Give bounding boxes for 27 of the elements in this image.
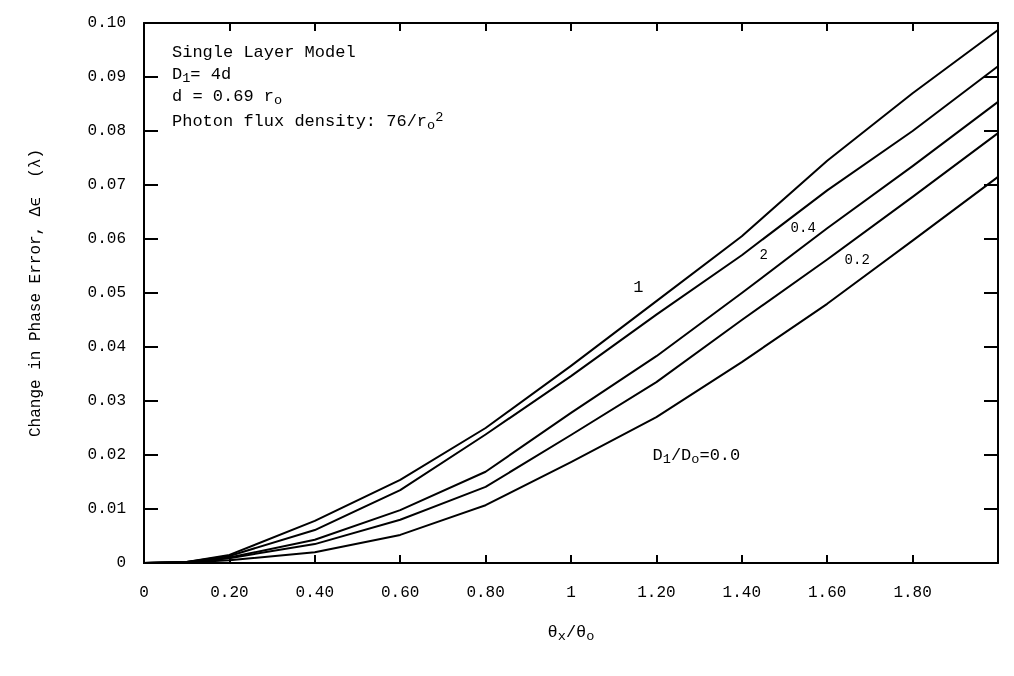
y-tick-label: 0.04	[87, 338, 126, 356]
y-tick-label: 0.08	[87, 122, 126, 140]
x-tick-label: 1.60	[808, 584, 847, 602]
series-label: 0.2	[844, 251, 870, 268]
y-tick-label: 0.07	[87, 176, 126, 194]
y-tick-label: 0.03	[87, 392, 126, 410]
y-tick-label: 0.05	[87, 284, 126, 302]
series-label: 1	[633, 277, 644, 297]
x-tick-label: 0	[139, 584, 149, 602]
x-tick-label: 0.60	[381, 584, 420, 602]
y-axis-title: Change in Phase Error, Δϵ (λ)	[27, 148, 45, 438]
series-label: 0.4	[790, 220, 816, 237]
x-tick-label: 1.80	[893, 584, 932, 602]
x-tick-label: 0.40	[295, 584, 334, 602]
x-tick-label: 1.40	[722, 584, 761, 602]
y-tick-label: 0.09	[87, 68, 126, 86]
y-tick-label: 0	[116, 554, 126, 572]
y-tick-label: 0.01	[87, 500, 126, 518]
y-tick-label: 0.06	[87, 230, 126, 248]
y-tick-label: 0.02	[87, 446, 126, 464]
annotation: Single Layer Model	[172, 43, 356, 62]
x-tick-label: 0.20	[210, 584, 249, 602]
series-label: 2	[759, 247, 768, 264]
x-tick-label: 1	[566, 584, 576, 602]
x-tick-label: 1.20	[637, 584, 676, 602]
x-tick-label: 0.80	[466, 584, 505, 602]
y-tick-label: 0.10	[87, 14, 126, 32]
